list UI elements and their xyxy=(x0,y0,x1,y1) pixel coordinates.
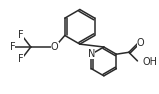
Text: F: F xyxy=(18,30,24,39)
Text: O: O xyxy=(137,38,144,48)
Text: OH: OH xyxy=(142,57,157,67)
Text: F: F xyxy=(10,42,15,52)
Text: N: N xyxy=(88,49,95,59)
Text: O: O xyxy=(51,42,59,52)
Text: F: F xyxy=(18,55,24,64)
